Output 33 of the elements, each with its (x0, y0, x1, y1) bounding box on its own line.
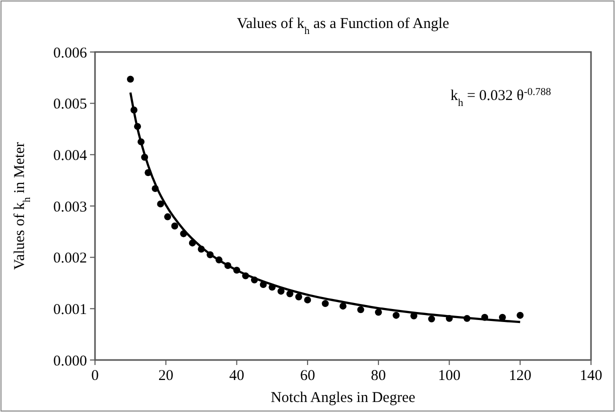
x-tick-label: 140 (580, 368, 602, 384)
point (295, 293, 302, 300)
point (171, 222, 178, 230)
point (374, 308, 382, 316)
x-tick-label: 80 (370, 368, 386, 384)
point (357, 306, 364, 314)
x-tick-label: 40 (229, 368, 244, 384)
point (126, 76, 134, 83)
point (164, 213, 172, 220)
x-tick-label: 20 (158, 368, 174, 384)
line-series (129, 91, 522, 324)
point (428, 315, 436, 322)
y-tick-label: 0.006 (53, 45, 88, 62)
x-tick-label: 60 (300, 368, 316, 384)
y-tick-label: 0.004 (53, 148, 88, 164)
y-tick-label: 0.005 (53, 96, 87, 113)
annotation: k$_{h}$ = 0.032 θ$^{-0.788}$ (450, 86, 551, 108)
x-tick-label: 0 (91, 368, 99, 384)
point (278, 288, 284, 295)
y-tick-label: 0.003 (53, 199, 87, 216)
x-axis-title: Notch Angles in Degree (270, 390, 416, 406)
x-tick-label: 100 (438, 368, 461, 384)
point (304, 296, 312, 304)
point (322, 300, 329, 308)
point (516, 312, 524, 319)
y-tick-label: 0.001 (53, 302, 87, 318)
chart-title: Values of k$_{h}$ as a Function of Angle (236, 16, 450, 36)
point (157, 200, 164, 208)
x-tick-label: 120 (508, 368, 532, 384)
point (340, 302, 346, 310)
point (392, 312, 400, 319)
y-tick-label: 0.002 (53, 250, 87, 267)
y-tick-label: 0.000 (53, 353, 87, 370)
